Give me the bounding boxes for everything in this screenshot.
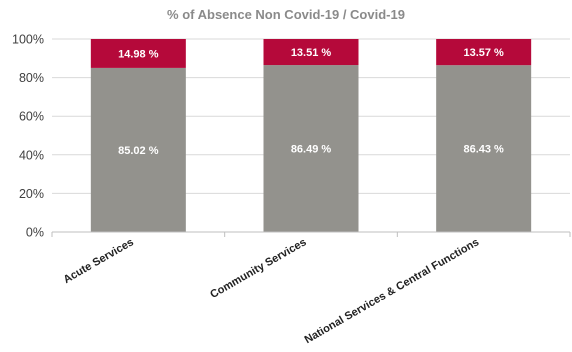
x-category-label: National Services & Central Functions	[303, 236, 482, 346]
bar-segment	[436, 65, 532, 233]
data-label: 13.51 %	[291, 47, 332, 59]
x-axis	[51, 231, 571, 237]
y-tick-label: 40%	[19, 148, 44, 162]
y-axis-tick-labels: 0% 20% 40% 60% 80% 100%	[12, 33, 44, 240]
x-axis-category-labels: Acute Services Community ServicesNational…	[62, 236, 482, 346]
y-tick-label: 100%	[12, 33, 44, 47]
bar-segment	[90, 39, 186, 68]
x-category-label: Community Services	[208, 236, 308, 301]
bar-segment	[263, 39, 359, 66]
bars	[90, 39, 532, 233]
data-label: 86.43 %	[463, 144, 504, 156]
data-label: 86.49 %	[291, 144, 332, 156]
y-tick-label: 0%	[26, 226, 44, 240]
bar-segment	[436, 39, 532, 66]
chart-title: % of Absence Non Covid-19 / Covid-19	[167, 7, 405, 22]
y-tick-label: 80%	[19, 71, 44, 85]
data-label: 13.57 %	[463, 47, 504, 59]
x-category-label: Acute Services	[62, 236, 136, 286]
y-tick-label: 60%	[19, 110, 44, 124]
bar-segment	[263, 65, 359, 232]
data-labels: 85.02 % 14.98 % 86.49 % 13.51 % 86.43 % 13.57…	[118, 47, 504, 157]
bar-segment	[90, 67, 186, 232]
data-label: 14.98 %	[118, 48, 159, 60]
data-label: 85.02 %	[118, 145, 159, 157]
y-tick-label: 20%	[19, 187, 44, 201]
